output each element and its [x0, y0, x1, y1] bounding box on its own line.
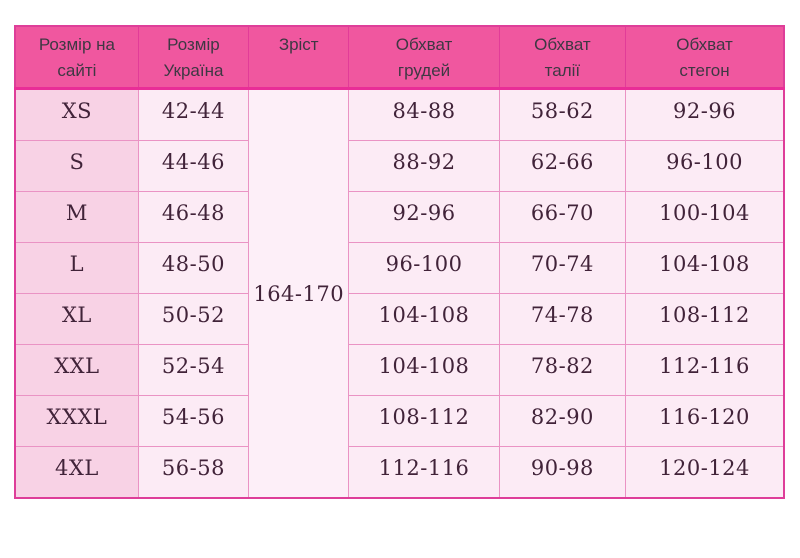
cell-hips: 108-112	[625, 293, 785, 345]
cell-chest: 96-100	[348, 242, 500, 294]
column-header-site-size: Розмір на сайті	[14, 25, 139, 90]
column-header-waist: Обхват талії	[498, 25, 627, 90]
cell-site-size: XXL	[14, 344, 139, 396]
cell-ua-size: 44-46	[137, 140, 250, 192]
column-header-chest: Обхват грудей	[348, 25, 500, 90]
cell-hips: 116-120	[625, 395, 785, 447]
table-row: XL 50-52 104-108 74-78 108-112	[14, 293, 785, 345]
cell-ua-size: 52-54	[137, 344, 250, 396]
cell-chest: 88-92	[348, 140, 500, 192]
cell-waist: 66-70	[498, 191, 627, 243]
table-row: XXL 52-54 104-108 78-82 112-116	[14, 344, 785, 396]
cell-chest: 84-88	[348, 88, 500, 141]
size-chart-table: Розмір на сайті Розмір Україна Зріст Обх…	[14, 25, 785, 499]
table-row: L 48-50 96-100 70-74 104-108	[14, 242, 785, 294]
cell-waist: 82-90	[498, 395, 627, 447]
table-row: XXXL 54-56 108-112 82-90 116-120	[14, 395, 785, 447]
cell-site-size: L	[14, 242, 139, 294]
table-row: XS 42-44 164-170 84-88 58-62 92-96	[14, 88, 785, 499]
cell-chest: 104-108	[348, 344, 500, 396]
cell-site-size: XL	[14, 293, 139, 345]
table-body: XS 42-44 164-170 84-88 58-62 92-96 S 44-…	[14, 88, 785, 499]
cell-chest: 104-108	[348, 293, 500, 345]
header-row: Розмір на сайті Розмір Україна Зріст Обх…	[14, 25, 785, 90]
cell-waist: 58-62	[498, 88, 627, 141]
column-header-hips: Обхват стегон	[625, 25, 785, 90]
table-header: Розмір на сайті Розмір Україна Зріст Обх…	[14, 25, 785, 90]
table-row: S 44-46 88-92 62-66 96-100	[14, 140, 785, 192]
table-row: M 46-48 92-96 66-70 100-104	[14, 191, 785, 243]
cell-chest: 112-116	[348, 446, 500, 499]
cell-hips: 92-96	[625, 88, 785, 141]
column-header-ua-size: Розмір Україна	[137, 25, 250, 90]
cell-hips: 112-116	[625, 344, 785, 396]
cell-site-size: XS	[14, 88, 139, 141]
table-row: 4XL 56-58 112-116 90-98 120-124	[14, 446, 785, 499]
cell-site-size: 4XL	[14, 446, 139, 499]
cell-height-merged: 164-170	[248, 88, 350, 499]
cell-site-size: M	[14, 191, 139, 243]
column-header-height: Зріст	[248, 25, 350, 90]
cell-waist: 90-98	[498, 446, 627, 499]
cell-hips: 100-104	[625, 191, 785, 243]
cell-hips: 120-124	[625, 446, 785, 499]
cell-chest: 108-112	[348, 395, 500, 447]
cell-ua-size: 54-56	[137, 395, 250, 447]
cell-site-size: XXXL	[14, 395, 139, 447]
cell-chest: 92-96	[348, 191, 500, 243]
cell-ua-size: 48-50	[137, 242, 250, 294]
cell-ua-size: 50-52	[137, 293, 250, 345]
cell-waist: 78-82	[498, 344, 627, 396]
cell-ua-size: 42-44	[137, 88, 250, 141]
cell-site-size: S	[14, 140, 139, 192]
cell-ua-size: 46-48	[137, 191, 250, 243]
cell-hips: 96-100	[625, 140, 785, 192]
cell-hips: 104-108	[625, 242, 785, 294]
cell-waist: 74-78	[498, 293, 627, 345]
cell-waist: 70-74	[498, 242, 627, 294]
cell-ua-size: 56-58	[137, 446, 250, 499]
cell-waist: 62-66	[498, 140, 627, 192]
